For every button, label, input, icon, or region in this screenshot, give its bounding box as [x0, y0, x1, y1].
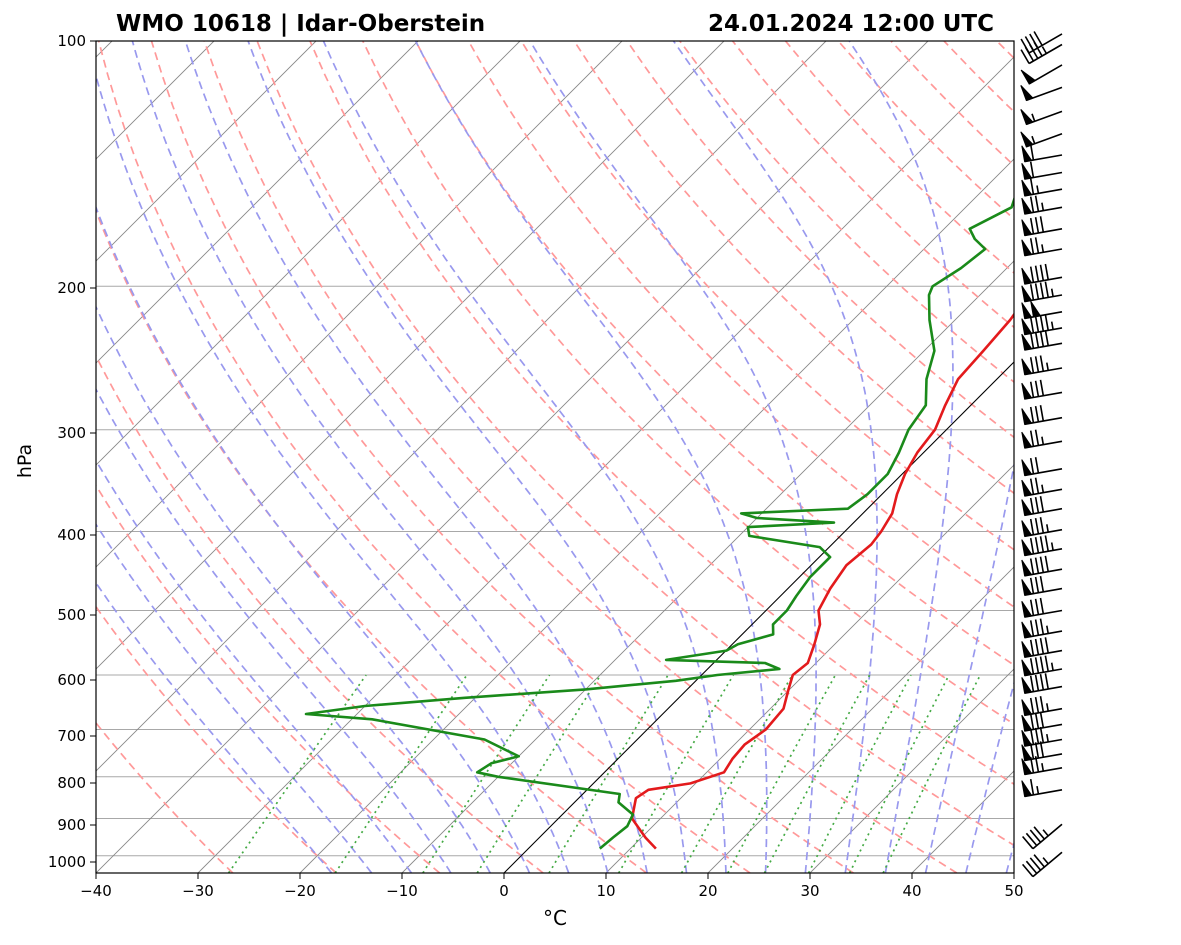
wind-barb	[1022, 196, 1062, 214]
x-tick-label: −10	[386, 882, 418, 900]
wind-barb	[1022, 237, 1062, 255]
isotherm-line	[0, 41, 10, 873]
wind-barb	[1022, 619, 1062, 638]
y-tick: 1000	[48, 853, 96, 871]
y-tick: 600	[57, 671, 96, 689]
moist-adiabat-line	[1006, 41, 1181, 873]
y-tick-label: 1000	[48, 853, 86, 871]
wind-barb	[1022, 779, 1062, 796]
x-tick: 20	[698, 873, 717, 900]
wind-barb	[1022, 576, 1062, 595]
wind-barb	[1022, 536, 1062, 556]
y-tick: 300	[57, 424, 96, 442]
wind-barb	[1022, 457, 1062, 475]
y-tick: 900	[57, 816, 96, 834]
wind-barb	[1023, 852, 1062, 876]
y-tick-label: 300	[57, 424, 86, 442]
x-tick: −20	[284, 873, 316, 900]
x-tick-label: 10	[596, 882, 615, 900]
y-axis-label: hPa	[14, 444, 36, 478]
x-tick-label: 30	[800, 882, 819, 900]
y-tick-label: 200	[57, 279, 86, 297]
wind-barb	[1022, 405, 1062, 424]
wind-barb	[1022, 598, 1062, 617]
x-axis: −40 −30 −20 −10 0 10 20 30 40 50 °C	[80, 873, 1023, 930]
y-tick-label: 700	[57, 727, 86, 745]
wind-barb	[1022, 517, 1062, 536]
y-axis: 100 200 300 400 500 600 700 800 900 1000…	[14, 32, 96, 871]
chart-title-left: WMO 10618 | Idar-Oberstein	[116, 11, 485, 37]
y-tick-label: 600	[57, 671, 86, 689]
wind-barb	[1022, 356, 1062, 375]
wind-barb	[1022, 301, 1062, 318]
wind-barb	[1022, 380, 1062, 399]
wind-barb	[1021, 109, 1062, 124]
x-tick-label: −40	[80, 882, 112, 900]
wind-barb-column	[1021, 32, 1062, 877]
x-tick-label: 50	[1004, 882, 1023, 900]
y-tick: 500	[57, 606, 96, 624]
wind-barb	[1022, 696, 1062, 715]
y-tick: 100	[57, 32, 96, 50]
y-tick-label: 900	[57, 816, 86, 834]
isotherm-line	[1014, 41, 1181, 873]
y-tick-label: 100	[57, 32, 86, 50]
plot-area	[0, 41, 1181, 873]
x-tick-label: −20	[284, 882, 316, 900]
x-tick-label: −30	[182, 882, 214, 900]
x-tick: 40	[902, 873, 921, 900]
wind-barb	[1022, 162, 1062, 179]
x-tick: 30	[800, 873, 819, 900]
wind-barb	[1022, 556, 1062, 576]
x-tick: 10	[596, 873, 615, 900]
x-tick-label: 40	[902, 882, 921, 900]
wind-barb	[1022, 478, 1062, 496]
y-tick-label: 500	[57, 606, 86, 624]
dry-adiabat-line	[1050, 41, 1181, 873]
x-tick: −10	[386, 873, 418, 900]
wind-barb	[1022, 637, 1062, 657]
wind-barb	[1022, 496, 1062, 515]
chart-title-right: 24.01.2024 12:00 UTC	[708, 11, 994, 37]
x-tick-label: 20	[698, 882, 717, 900]
wind-barb	[1023, 824, 1062, 848]
wind-barb	[1022, 264, 1062, 284]
x-tick-label: 0	[499, 882, 509, 900]
y-tick: 200	[57, 279, 96, 297]
wind-barb	[1022, 282, 1062, 302]
y-tick: 400	[57, 526, 96, 544]
wind-barb	[1022, 430, 1062, 448]
wind-barb	[1022, 656, 1062, 676]
wind-barb	[1022, 216, 1062, 235]
wind-barb	[1021, 65, 1062, 84]
x-tick: −30	[182, 873, 214, 900]
wind-barb	[1021, 32, 1062, 53]
wind-barb	[1021, 85, 1062, 100]
x-tick: 0	[499, 873, 509, 900]
wind-barb	[1022, 673, 1062, 693]
wind-barb	[1022, 179, 1062, 196]
y-tick-label: 400	[57, 526, 86, 544]
x-axis-label: °C	[543, 906, 567, 930]
y-tick: 700	[57, 727, 96, 745]
x-tick: 50	[1004, 873, 1023, 900]
y-tick-label: 800	[57, 774, 86, 792]
x-tick: −40	[80, 873, 112, 900]
wind-barb	[1021, 132, 1062, 147]
y-tick: 800	[57, 774, 96, 792]
